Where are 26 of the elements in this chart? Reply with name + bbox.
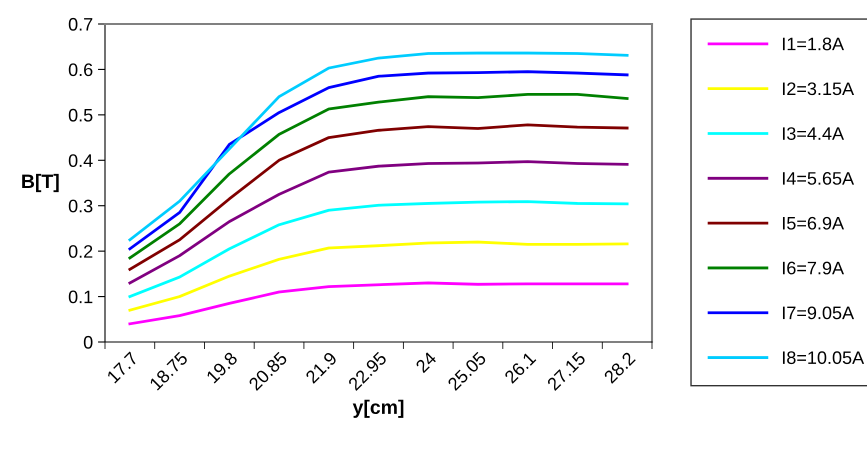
line-series (128, 160, 629, 284)
y-tick-label: 0.7 (68, 18, 92, 31)
legend-label: I2=3.15A (782, 82, 854, 96)
legend-label: I5=6.9A (782, 216, 844, 230)
line-series (128, 123, 629, 271)
legend-label: I4=5.65A (782, 172, 854, 185)
y-tick-label: 0 (84, 336, 92, 349)
y-tick-label: 0.2 (68, 245, 92, 258)
x-tick-label: 26.1 (504, 351, 536, 384)
y-tick-label: 0.3 (68, 200, 92, 212)
y-axis-title: B[T] (22, 174, 59, 192)
y-tick-label: 0.1 (68, 290, 92, 304)
x-axis-title: y[cm] (352, 400, 404, 418)
legend-label: I7=9.05A (782, 306, 854, 320)
line-series (128, 282, 629, 326)
x-tick-label: 24 (415, 351, 438, 374)
y-tick-label: 0.6 (68, 63, 92, 76)
legend-label: I8=10.05A (782, 351, 864, 364)
legend-label: I6=7.9A (782, 262, 844, 274)
legend-label: I3=4.4A (782, 127, 844, 140)
legend-label: I1=1.8A (782, 38, 844, 50)
line-series (128, 93, 629, 260)
line-series (128, 240, 629, 312)
y-tick-label: 0.5 (68, 108, 92, 122)
y-tick-label: 0.4 (68, 154, 93, 168)
line-series (128, 200, 629, 298)
